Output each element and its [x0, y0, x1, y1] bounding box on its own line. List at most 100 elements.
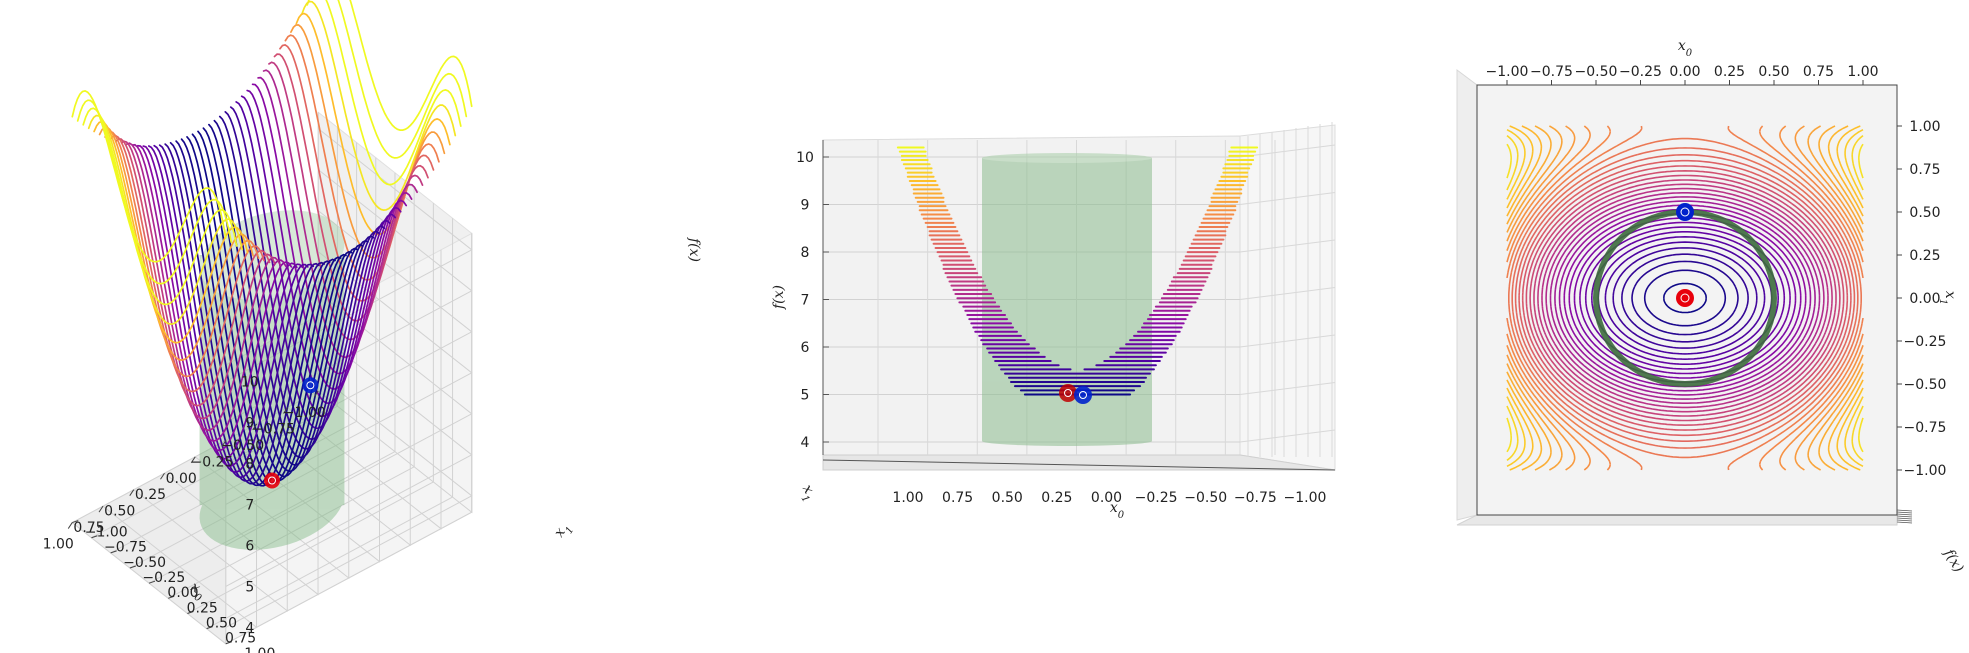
contour-level — [1506, 125, 1864, 471]
gridline-z — [225, 374, 473, 628]
gridline-z-side — [1239, 334, 1336, 348]
surface-slice — [218, 115, 375, 459]
y-tick-mark — [225, 641, 232, 645]
y-tick-label: 0.75 — [225, 631, 256, 647]
x-tick-label: −1.00 — [1486, 64, 1529, 80]
x-tick-label: −0.75 — [1530, 64, 1573, 80]
z-tick-label: 7 — [801, 293, 810, 309]
gridline-z — [225, 251, 473, 505]
point-center-ring — [1064, 389, 1072, 397]
y-tick-label: 0.00 — [1909, 291, 1940, 307]
y-tick-mark — [91, 535, 98, 539]
y-tick-mark — [206, 626, 213, 630]
surface-slice — [246, 89, 402, 405]
z-tick-label: 6 — [245, 538, 254, 554]
gridline-z-side — [1239, 192, 1336, 205]
x-tick-label: −1.00 — [283, 405, 326, 421]
contour-level — [1506, 125, 1864, 471]
surface-slices — [71, 0, 473, 487]
y-tick-mark — [129, 565, 136, 569]
y-tick-label: −0.50 — [123, 555, 166, 571]
y-tick-label: 0.00 — [167, 585, 198, 601]
y-axis-label: x1 — [795, 482, 820, 505]
cylinder-bottom — [982, 436, 1152, 446]
x-tick-mark — [221, 440, 227, 447]
surface-slice — [115, 138, 271, 407]
y-axis-label: x1 — [551, 520, 576, 543]
z-tick-label: 6 — [801, 340, 810, 356]
y-tick-label: −1.00 — [1904, 463, 1947, 479]
contour-level — [1525, 170, 1845, 426]
surface-slice — [229, 106, 386, 440]
surface-slice — [349, 0, 473, 131]
surface-slice — [153, 144, 309, 473]
y-tick-label: 0.50 — [1909, 205, 1940, 221]
gridline-z-side — [1239, 144, 1336, 158]
point-boundary-ring — [306, 381, 315, 390]
contour-level — [1558, 204, 1812, 392]
z-tick-mark — [1896, 519, 1913, 522]
contour-level — [1506, 125, 1864, 471]
surface-slice — [104, 130, 260, 378]
contour-level — [1663, 282, 1707, 314]
z-axis-label: f(x) — [771, 285, 787, 310]
surface-slice — [158, 144, 315, 478]
x-tick-label: −0.75 — [252, 421, 295, 437]
point-boundary — [302, 377, 319, 394]
x-tick-label: 0.50 — [992, 490, 1023, 506]
gridline-z — [225, 333, 473, 587]
surface-slice — [268, 61, 424, 341]
surface-slice — [93, 120, 249, 344]
gridline-y — [148, 451, 396, 584]
contour-level — [1514, 154, 1856, 442]
z-axis-label: f(x) — [686, 237, 702, 262]
z-tick-label: 9 — [801, 198, 810, 214]
panel2 — [822, 122, 1336, 471]
bottom-pane — [1456, 514, 1898, 526]
contour-level — [1631, 260, 1739, 336]
point-center — [1676, 289, 1694, 307]
surface-slice — [202, 127, 358, 478]
contour-level — [1533, 179, 1837, 417]
z-tick-label: 8 — [245, 456, 254, 472]
gridline-z-side — [1239, 287, 1336, 300]
x-tick-mark — [190, 456, 196, 464]
z-tick-label: 10 — [241, 374, 259, 390]
y-tick-label: −0.25 — [1904, 334, 1947, 350]
surface-slice — [136, 144, 293, 452]
x-tick-mark — [129, 489, 135, 496]
y-tick-label: −1.00 — [85, 525, 128, 541]
x-tick-label: 0.75 — [73, 520, 104, 536]
z-tick-label: 5 — [245, 579, 254, 595]
contour-level — [1506, 125, 1864, 471]
z-tick-mark — [1896, 517, 1913, 520]
surface-slice — [87, 114, 244, 325]
gridline-z-side — [1239, 429, 1336, 443]
x-tick-label: 0.00 — [1669, 64, 1700, 80]
x-tick-label: 0.50 — [104, 504, 135, 520]
contour-level — [1529, 174, 1841, 422]
surface-slice — [120, 140, 276, 420]
surface-slice — [300, 0, 457, 211]
x-tick-label: −1.00 — [1284, 490, 1327, 506]
contour-level — [1604, 241, 1766, 355]
surface-slice — [306, 0, 462, 186]
z-tick-mark — [1896, 513, 1913, 516]
gridline-z-side — [1239, 239, 1336, 253]
gridline-y — [206, 496, 453, 630]
point-boundary — [1676, 203, 1694, 221]
point-boundary-ring — [1079, 391, 1087, 399]
cylinder-bottom — [199, 460, 345, 550]
x-tick-label: −0.25 — [1619, 64, 1662, 80]
x-axis-label: x0 — [1678, 38, 1693, 59]
z-tick-label: 7 — [245, 497, 254, 513]
y-tick-label: −0.75 — [1904, 420, 1947, 436]
surface-slice — [164, 143, 320, 482]
contour-lines — [1506, 125, 1864, 471]
z-tick-label: 8 — [801, 245, 810, 261]
x-tick-label: 0.75 — [1803, 64, 1834, 80]
x-tick-label: −0.50 — [1184, 490, 1227, 506]
point-center — [264, 472, 280, 489]
